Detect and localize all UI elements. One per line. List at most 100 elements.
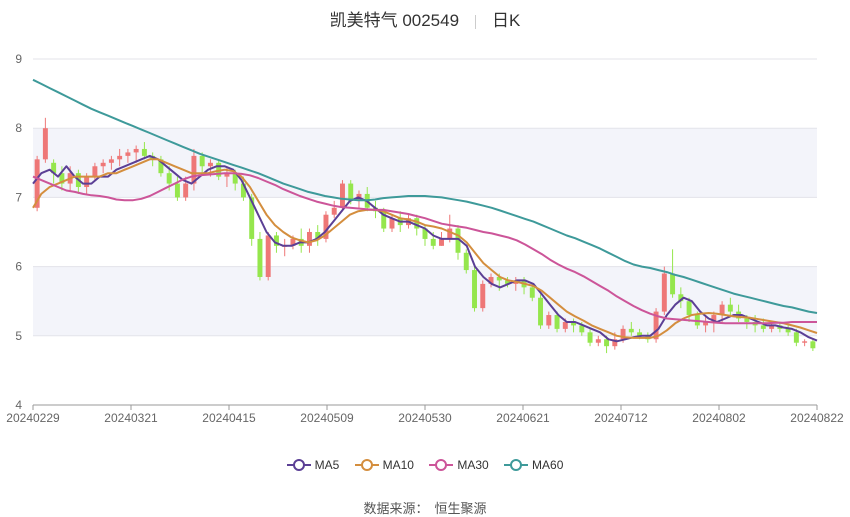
candle-body — [810, 341, 816, 349]
candle-body — [538, 297, 544, 326]
candle-body — [488, 276, 494, 284]
candle-body — [257, 238, 263, 277]
legend-item-ma5[interactable]: MA5 — [286, 458, 340, 472]
y-tick-label: 8 — [15, 121, 22, 135]
legend-marker-ma30 — [429, 459, 454, 471]
candle-body — [637, 332, 643, 336]
data-source: 数据来源： 恒生聚源 — [0, 498, 850, 517]
candle-body — [207, 162, 213, 167]
candle-body — [323, 214, 329, 239]
candle-body — [628, 328, 634, 333]
candle-body — [480, 283, 486, 309]
series-line-ma60 — [32, 78, 818, 314]
candle-body — [793, 332, 799, 343]
candle-body — [166, 173, 172, 184]
candle-body — [125, 152, 131, 156]
x-tick-label: 20240509 — [300, 411, 354, 425]
candle-body — [595, 339, 601, 343]
y-tick-label: 4 — [15, 398, 22, 412]
candle-body — [249, 197, 255, 239]
legend-marker-ma60 — [504, 459, 529, 471]
legend-label-ma10: MA10 — [382, 458, 414, 472]
series-line-ma30 — [32, 172, 817, 325]
candle-body — [422, 228, 428, 239]
grid-band — [33, 128, 817, 198]
chart-title: 凯美特气 002549 日K — [0, 6, 850, 31]
candle-body — [240, 183, 246, 198]
candle-body — [703, 321, 709, 326]
candle-body — [141, 148, 147, 156]
candle-body — [653, 311, 659, 340]
candle-body — [719, 304, 725, 316]
candle-body — [174, 183, 180, 198]
series-line-ma10 — [32, 158, 818, 339]
candle-body — [389, 218, 395, 229]
candle-body — [183, 183, 189, 198]
candle-body — [472, 270, 477, 309]
candle-body — [562, 321, 568, 329]
y-tick-label: 7 — [15, 190, 22, 204]
candle-body — [34, 159, 40, 208]
candle-body — [711, 315, 717, 322]
candle-body — [51, 162, 57, 174]
candle-body — [117, 155, 123, 160]
legend-label-ma60: MA60 — [532, 458, 564, 472]
candle-body — [42, 128, 48, 160]
legend-label-ma5: MA5 — [314, 458, 340, 472]
candle-body — [306, 232, 312, 246]
candle-body — [529, 287, 535, 298]
source-value: 恒生聚源 — [434, 501, 487, 516]
candle-body — [579, 325, 585, 333]
candle-body — [331, 207, 337, 215]
candle-body — [381, 211, 387, 229]
x-tick-label: 20240822 — [790, 411, 844, 425]
legend-label-ma30: MA30 — [457, 458, 489, 472]
series-line-ma5 — [32, 154, 818, 343]
candle-body — [496, 276, 502, 281]
period-label: 日K — [492, 11, 521, 30]
candle-body — [59, 173, 65, 184]
candle-body — [670, 273, 676, 295]
y-tick-label: 6 — [15, 260, 22, 274]
candle-body — [430, 238, 436, 246]
candle-body — [92, 166, 98, 177]
legend: MA5 MA10 MA30 MA60 — [0, 458, 850, 475]
legend-item-ma60[interactable]: MA60 — [504, 458, 563, 472]
legend-item-ma30[interactable]: MA30 — [429, 458, 489, 472]
candle-body — [315, 232, 321, 239]
source-label: 数据来源： — [363, 501, 429, 516]
candle-body — [339, 183, 345, 208]
candle-body — [546, 315, 552, 326]
candle-body — [744, 318, 750, 322]
candle-body — [727, 304, 733, 312]
legend-item-ma10[interactable]: MA10 — [354, 458, 414, 472]
stock-name: 凯美特气 002549 — [329, 11, 460, 30]
candle-body — [290, 238, 296, 246]
x-tick-label: 20240802 — [692, 411, 746, 425]
candle-body — [554, 315, 560, 329]
x-tick-label: 20240621 — [496, 411, 550, 425]
candle-body — [265, 235, 271, 277]
candle-body — [612, 339, 618, 347]
legend-marker-ma5 — [286, 459, 311, 471]
candle-body — [414, 218, 420, 229]
candle-body — [158, 159, 164, 174]
x-tick-label: 20240530 — [398, 411, 452, 425]
candle-body — [232, 173, 238, 184]
x-tick-label: 20240321 — [104, 411, 158, 425]
candle-body — [348, 183, 354, 201]
candle-body — [587, 332, 593, 343]
x-tick-label: 20240229 — [6, 411, 60, 425]
candle-body — [769, 325, 775, 329]
candle-body — [760, 325, 766, 329]
candle-body — [785, 328, 791, 333]
y-tick-label: 5 — [15, 329, 22, 343]
candle-body — [463, 252, 469, 271]
candle-body — [604, 339, 610, 347]
candle-body — [678, 294, 684, 302]
legend-marker-ma10 — [354, 459, 379, 471]
candle-body — [505, 280, 511, 284]
candle-body — [191, 155, 197, 184]
candle-body — [199, 155, 205, 167]
